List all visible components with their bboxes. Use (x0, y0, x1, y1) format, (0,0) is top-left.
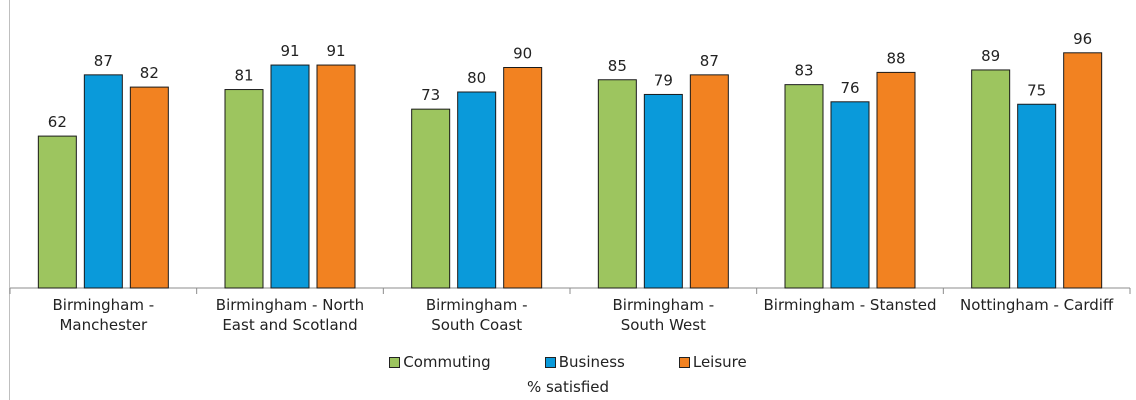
category-label: Birmingham - (52, 296, 154, 314)
category-label: Nottingham - Cardiff (960, 296, 1114, 314)
bar-commuting-5 (784, 84, 824, 289)
bar-business-4 (643, 93, 683, 289)
data-label: 62 (48, 113, 67, 131)
legend-item-commuting: Commuting (389, 352, 491, 372)
data-label: 83 (794, 62, 813, 80)
bar-leisure-3 (503, 67, 543, 289)
category-label: South West (621, 316, 706, 334)
data-label: 91 (326, 42, 345, 60)
bar-leisure-1 (129, 86, 169, 289)
legend-label-leisure: Leisure (692, 353, 747, 371)
bar-commuting-2 (224, 89, 264, 289)
bar-commuting-1 (37, 135, 77, 289)
legend-item-leisure: Leisure (678, 352, 747, 372)
category-label: Birmingham - (612, 296, 714, 314)
data-label: 73 (421, 86, 440, 104)
bar-leisure-5 (876, 71, 916, 289)
legend-label-business: Business (558, 353, 625, 371)
legend-item-business: Business (544, 352, 625, 372)
category-label: East and Scotland (222, 316, 357, 334)
data-label: 87 (94, 52, 113, 70)
bar-leisure-6 (1063, 52, 1103, 289)
category-label: South Coast (431, 316, 522, 334)
legend-label-commuting: Commuting (403, 353, 491, 371)
data-label: 90 (513, 45, 532, 63)
data-label: 80 (467, 69, 486, 87)
legend: Commuting Business Leisure (0, 352, 1136, 372)
bar-business-3 (457, 91, 497, 289)
bar-business-5 (830, 101, 870, 289)
category-label: Birmingham - North (216, 296, 364, 314)
bar-commuting-3 (411, 108, 451, 289)
legend-swatch-leisure (678, 356, 690, 368)
data-label: 76 (840, 79, 859, 97)
category-label: Birmingham - Stansted (764, 296, 937, 314)
bar-leisure-2 (316, 64, 356, 289)
legend-swatch-commuting (389, 356, 401, 368)
data-label: 87 (700, 52, 719, 70)
bar-business-6 (1017, 103, 1057, 289)
data-label: 79 (654, 71, 673, 89)
category-label: Birmingham - (426, 296, 528, 314)
data-label: 75 (1027, 81, 1046, 99)
bar-leisure-4 (689, 74, 729, 289)
x-axis-title: % satisfied (526, 378, 610, 396)
data-label: 96 (1073, 30, 1092, 48)
bar-business-2 (270, 64, 310, 289)
bar-commuting-4 (597, 79, 637, 289)
data-label: 88 (886, 49, 905, 67)
legend-swatch-business (544, 356, 556, 368)
bar-business-1 (83, 74, 123, 289)
data-label: 85 (608, 57, 627, 75)
data-label: 81 (234, 67, 253, 85)
data-label: 82 (140, 64, 159, 82)
data-label: 89 (981, 47, 1000, 65)
data-label: 91 (280, 42, 299, 60)
bar-commuting-6 (971, 69, 1011, 289)
category-label: Manchester (59, 316, 148, 334)
